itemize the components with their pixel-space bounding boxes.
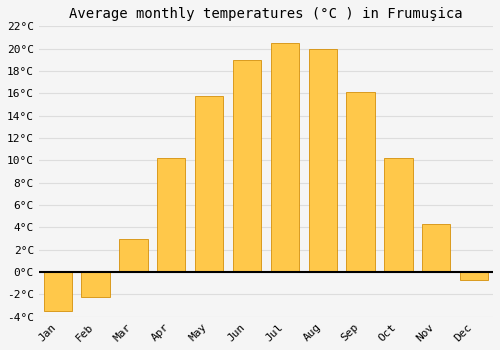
Bar	[384, 158, 412, 272]
Bar	[460, 272, 488, 280]
Bar	[82, 272, 110, 297]
Bar	[157, 158, 186, 272]
Bar	[233, 60, 261, 272]
Bar	[195, 96, 224, 272]
Title: Average monthly temperatures (°C ) in Frumuşica: Average monthly temperatures (°C ) in Fr…	[69, 7, 462, 21]
Bar	[44, 272, 72, 311]
Bar	[308, 49, 337, 272]
Bar	[119, 239, 148, 272]
Bar	[422, 224, 450, 272]
Bar	[346, 92, 375, 272]
Bar	[270, 43, 299, 272]
